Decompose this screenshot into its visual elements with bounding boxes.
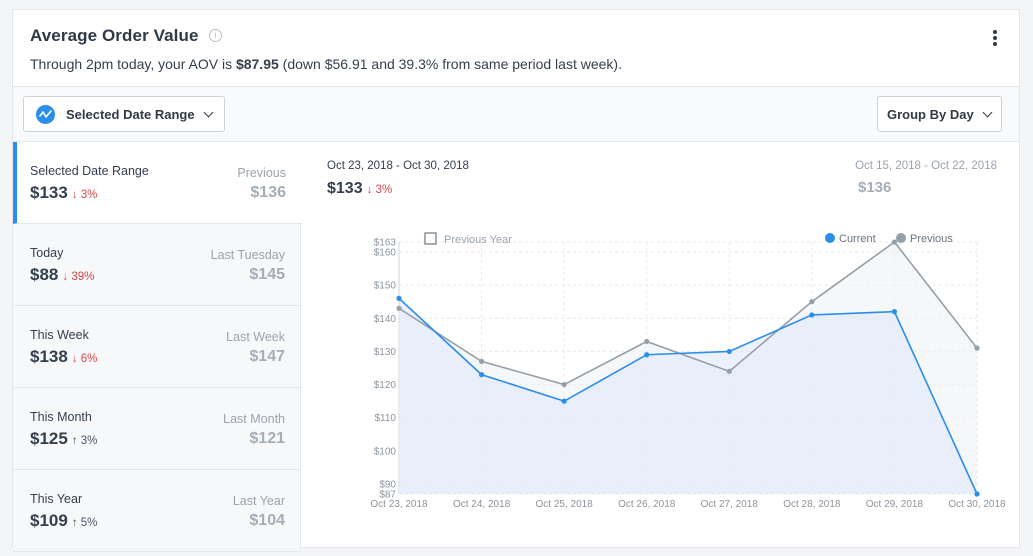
legend-current-marker [825,233,835,243]
aov-summary: Through 2pm today, your AOV is $87.95 (d… [30,56,622,72]
comparison-label: Previous [237,166,286,180]
chevron-down-icon [982,107,993,117]
chevron-down-icon [203,107,214,117]
previous-point [726,368,732,374]
x-tick-label: Oct 26, 2018 [618,499,676,510]
period-value: $125 ↑ 3% [30,429,98,448]
y-tick-label: $140 [374,314,397,325]
y-tick-label: $160 [374,247,397,258]
change-indicator: ↑ 5% [71,517,98,529]
x-tick-label: Oct 28, 2018 [783,499,841,510]
sidebar-item-this-week[interactable]: This Week $138 ↓ 6% Last Week $147 [13,306,301,388]
previous-year-checkbox[interactable] [424,232,437,245]
current-point [478,372,485,378]
current-point [644,352,650,358]
selected-range-dates: Oct 23, 2018 - Oct 30, 2018 [327,160,469,172]
change-indicator: ↓ 3% [366,184,393,196]
selected-range-value: $133 ↓ 3% [327,180,393,197]
current-series-area [399,298,977,494]
previous-point [561,381,567,388]
comparison-value: $145 [249,266,285,283]
line-chart-icon [36,104,55,124]
previous-point [644,338,650,345]
previous-point [396,305,402,311]
period-label: This Week [30,328,89,342]
sidebar-item-this-month[interactable]: This Month $125 ↑ 3% Last Month $121 [13,388,301,470]
period-sidebar: Selected Date Range $133 ↓ 3% Previous $136 T… [13,142,302,552]
legend-previous-marker [896,233,906,243]
chart-panel: Oct 23, 2018 - Oct 30, 2018 $133 ↓ 3% Oct… [302,142,1020,549]
change-indicator: ↑ 3% [71,435,98,447]
range-button-label: Selected Date Range [66,106,195,122]
change-indicator: ↓ 3% [71,189,98,201]
previous-range-dates: Oct 15, 2018 - Oct 22, 2018 [855,160,997,172]
period-value: $88 ↓ 39% [30,265,95,284]
change-indicator: ↓ 6% [71,353,98,365]
previous-point [809,299,815,305]
x-tick-label: Oct 30, 2018 [948,499,1006,510]
aov-line-chart: $87$90 $100 $110 $120 $130 $140 $150 $160$163 Oc… [370,232,1006,510]
comparison-value: $104 [249,512,285,529]
period-label: Today [30,246,64,260]
aov-value: $87.95 [235,56,279,72]
x-tick-label: Oct 27, 2018 [701,499,759,510]
sidebar-item-today[interactable]: Today $88 ↓ 39% Last Tuesday $145 [13,224,301,306]
y-tick-label: $90 [379,480,396,491]
y-tick-label: $150 [374,281,397,292]
sidebar-item-selected-date-range[interactable]: Selected Date Range $133 ↓ 3% Previous $136 [13,142,302,224]
previous-point [478,358,485,364]
comparison-label: Last Year [232,494,285,508]
info-icon[interactable]: i [209,29,222,42]
x-tick-label: Oct 23, 2018 [370,499,428,510]
current-point [974,491,980,497]
current-point [726,348,732,355]
group-by-day-button[interactable]: Group By Day [877,96,1002,132]
current-series-line [398,297,978,495]
legend-previous-label: Previous [910,233,953,245]
previous-year-label: Previous Year [444,234,512,246]
y-tick-label: $87 [379,490,396,501]
y-tick-label: $100 [374,446,397,457]
sidebar-item-this-year[interactable]: This Year $109 ↑ 5% Last Year $104 [13,470,301,552]
period-value: $109 ↑ 5% [30,511,98,530]
y-tick-label: $130 [374,347,397,358]
aov-card: Average Order Value i Through 2pm today,… [12,9,1020,552]
previous-point [891,239,898,245]
legend-current-label: Current [839,233,876,245]
comparison-label: Last Tuesday [210,248,285,262]
y-tick-label: $110 [374,413,396,424]
period-value: $138 ↓ 6% [30,347,98,366]
card-header: Average Order Value i Through 2pm today,… [13,10,1019,86]
current-point [561,398,567,404]
current-point [396,295,402,301]
x-tick-label: Oct 24, 2018 [453,499,511,510]
period-label: This Month [30,410,92,424]
y-tick-label: $163 [374,238,397,249]
period-value: $133 ↓ 3% [30,183,98,202]
comparison-label: Last Month [223,412,285,426]
change-indicator: ↓ 39% [62,271,95,283]
x-tick-label: Oct 29, 2018 [866,499,924,510]
period-label: Selected Date Range [30,164,149,178]
comparison-value: $147 [249,348,285,365]
x-tick-label: Oct 25, 2018 [536,499,594,510]
card-title: Average Order Value [30,26,199,45]
current-point [809,312,815,318]
current-point [891,309,898,315]
toolbar: Selected Date Range Group By Day [13,86,1019,142]
kebab-menu-icon[interactable] [993,30,999,48]
selected-date-range-button[interactable]: Selected Date Range [23,96,225,132]
comparison-label: Last Week [226,330,285,344]
previous-series-line [398,240,978,386]
comparison-value: $121 [249,430,285,447]
previous-point [974,345,980,351]
comparison-value: $136 [250,184,286,201]
previous-range-value: $136 [858,179,892,196]
group-button-label: Group By Day [887,106,974,122]
period-label: This Year [30,492,83,506]
y-tick-label: $120 [374,380,397,391]
